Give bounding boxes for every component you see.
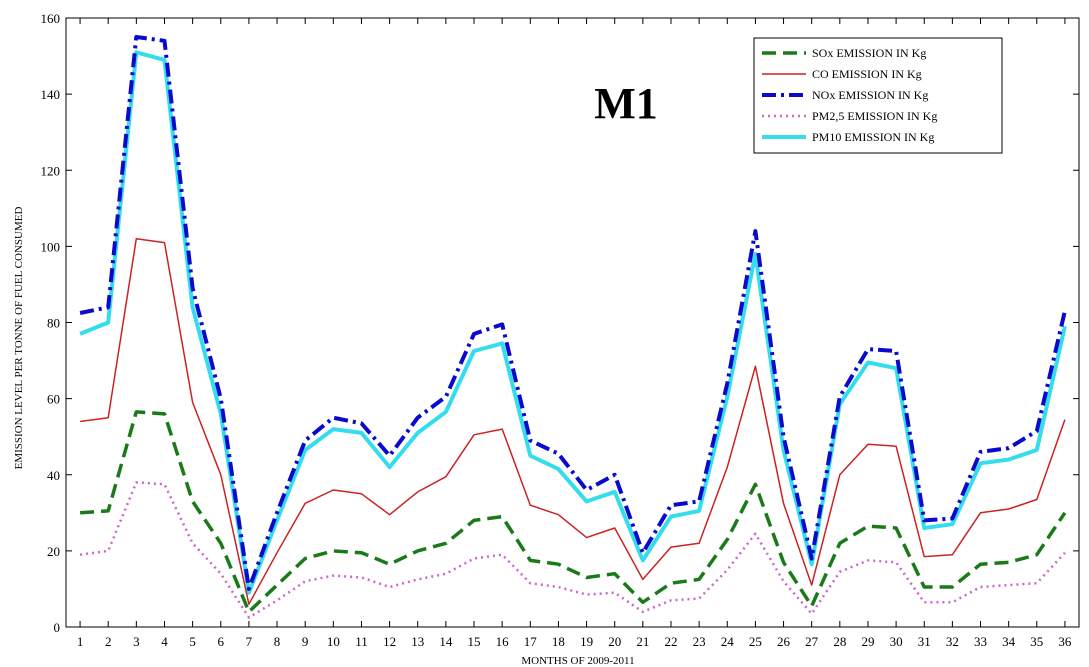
y-tick-label: 160 [41, 11, 61, 26]
x-tick-label: 10 [327, 634, 340, 649]
x-tick-label: 18 [552, 634, 565, 649]
series-line-2 [79, 238, 1066, 605]
x-tick-label: 35 [1030, 634, 1043, 649]
x-axis-title: MONTHS OF 2009-2011 [521, 655, 634, 667]
x-tick-label: 27 [805, 634, 819, 649]
x-tick-label: 17 [524, 634, 538, 649]
y-tick-label: 0 [54, 620, 61, 635]
y-tick-label: 140 [41, 87, 61, 102]
legend-label: CO EMISSION IN Kg [812, 67, 922, 81]
x-tick-label: 8 [274, 634, 281, 649]
y-tick-label: 60 [47, 392, 60, 407]
x-tick-label: 15 [468, 634, 481, 649]
y-tick-label: 100 [41, 239, 61, 254]
y-tick-label: 40 [47, 468, 60, 483]
x-tick-label: 32 [946, 634, 959, 649]
x-tick-label: 2 [105, 634, 112, 649]
x-tick-label: 4 [161, 634, 168, 649]
x-tick-label: 24 [721, 634, 735, 649]
y-tick-label: 80 [47, 316, 60, 331]
x-tick-label: 25 [749, 634, 762, 649]
x-tick-label: 6 [218, 634, 225, 649]
x-tick-label: 31 [918, 634, 931, 649]
x-tick-label: 29 [861, 634, 874, 649]
x-tick-label: 1 [77, 634, 84, 649]
x-tick-label: 33 [974, 634, 987, 649]
y-tick-label: 20 [47, 544, 60, 559]
chart-title: M1 [594, 79, 658, 128]
x-tick-label: 26 [777, 634, 791, 649]
x-tick-label: 23 [693, 634, 706, 649]
series-line-1 [79, 410, 1067, 614]
x-tick-label: 13 [411, 634, 424, 649]
x-tick-label: 14 [439, 634, 453, 649]
x-tick-label: 5 [189, 634, 196, 649]
x-tick-label: 22 [664, 634, 677, 649]
x-tick-label: 16 [496, 634, 510, 649]
y-tick-label: 120 [41, 163, 61, 178]
x-tick-label: 12 [383, 634, 396, 649]
x-tick-label: 3 [133, 634, 140, 649]
legend-label: PM10 EMISSION IN Kg [812, 130, 934, 144]
x-tick-label: 19 [580, 634, 593, 649]
x-tick-label: 20 [608, 634, 621, 649]
series-line-3 [79, 35, 1067, 591]
x-tick-label: 7 [246, 634, 253, 649]
x-tick-label: 30 [890, 634, 903, 649]
legend-label: SOx EMISSION IN Kg [812, 46, 926, 60]
x-tick-label: 34 [1002, 634, 1016, 649]
series-line-4 [79, 481, 1066, 619]
legend-label: PM2,5 EMISSION IN Kg [812, 109, 937, 123]
x-tick-label: 36 [1058, 634, 1072, 649]
x-tick-label: 28 [833, 634, 846, 649]
x-tick-label: 9 [302, 634, 309, 649]
x-tick-label: 21 [636, 634, 649, 649]
legend-label: NOx EMISSION IN Kg [812, 88, 928, 102]
plot-layer [79, 35, 1067, 619]
legend: SOx EMISSION IN Kg CO EMISSION IN Kg NOx E… [753, 37, 1003, 154]
y-axis-title: EMISSION LEVEL PER TONNE OF FUEL CONSUME… [13, 207, 25, 470]
x-tick-label: 11 [355, 634, 368, 649]
